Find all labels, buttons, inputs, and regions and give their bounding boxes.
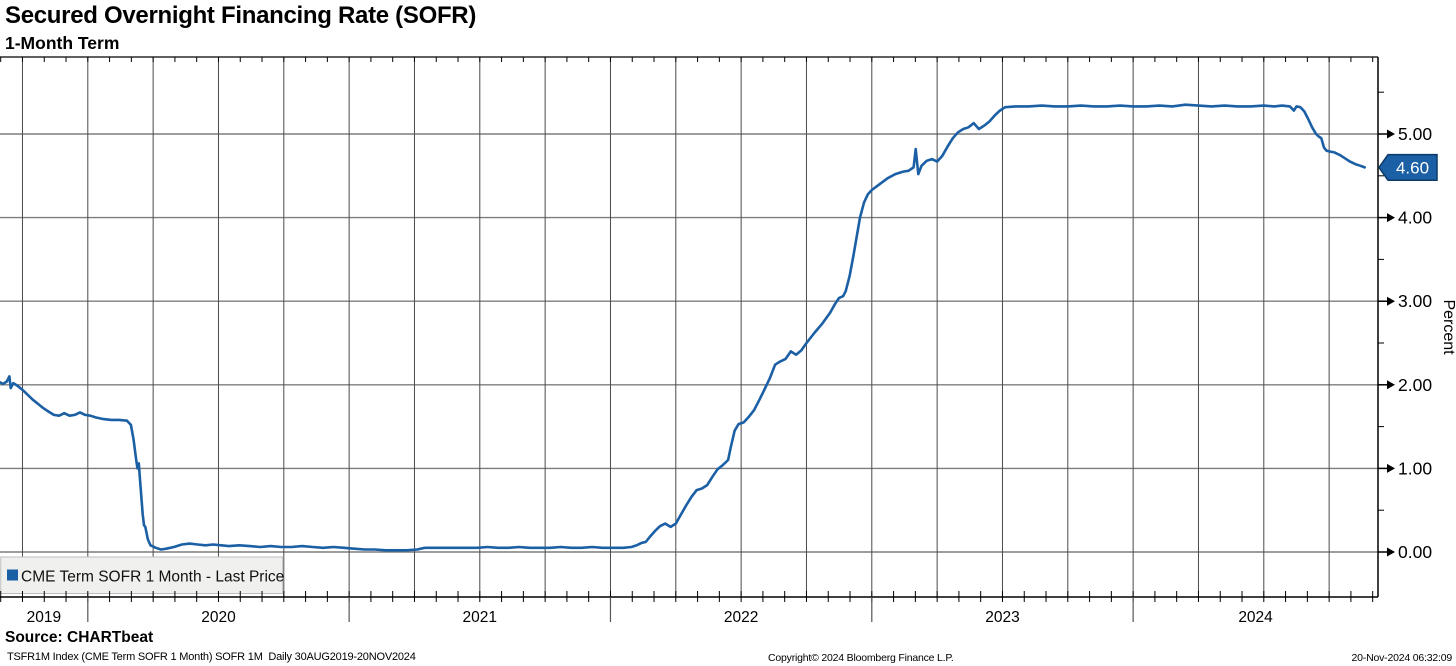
last-price-flag: 4.60 [1378,153,1438,181]
legend-label: CME Term SOFR 1 Month - Last Price [21,569,284,586]
tick-arrow [1387,129,1395,139]
year-label: 2019 [27,609,61,626]
tick-arrow [1387,463,1395,473]
y-tick-label: 5.00 [1398,124,1432,144]
tick-arrow [1387,296,1395,306]
legend: CME Term SOFR 1 Month - Last Price [0,556,284,594]
legend-swatch [7,569,18,581]
year-axis: 2019 2020 2021 2022 2023 2024 [27,597,1273,626]
sofr-series-line [0,103,1366,552]
month-ticks [0,57,1374,602]
year-label: 2021 [463,609,497,626]
y-axis-title: Percent [1440,299,1456,355]
y-tick-label: 0.00 [1398,542,1432,562]
legend-box [0,556,284,594]
page-title: Secured Overnight Financing Rate (SOFR) [5,2,477,29]
y-tick-label: 4.00 [1398,208,1432,228]
y-tick-label: 2.00 [1398,375,1432,395]
page-subtitle: 1-Month Term [5,33,120,53]
y-axis-labels: 0.00 1.00 2.00 3.00 4.00 5.00 Percent [1378,91,1456,562]
vertical-gridlines [21,57,1330,597]
year-label: 2020 [201,609,236,626]
year-label: 2024 [1238,609,1273,626]
last-price-value: 4.60 [1396,158,1429,177]
ticker-info: TSFR1M Index (CME Term SOFR 1 Month) SOF… [7,651,416,663]
year-label: 2023 [985,609,1019,626]
year-label: 2022 [724,609,758,626]
last-price-box [1378,153,1438,181]
y-tick-label: 3.00 [1398,291,1432,311]
axes [0,56,1379,598]
source-label: Source: CHARTbeat [5,629,154,646]
tick-arrow [1387,380,1395,390]
copyright-notice: Copyright© 2024 Bloomberg Finance L.P. [768,652,954,664]
horizontal-gridlines [0,133,1378,553]
y-tick-label: 1.00 [1398,458,1432,478]
timestamp: 20-Nov-2024 06:32:09 [1351,652,1453,664]
tick-arrow [1387,547,1395,557]
tick-arrow [1387,213,1395,223]
